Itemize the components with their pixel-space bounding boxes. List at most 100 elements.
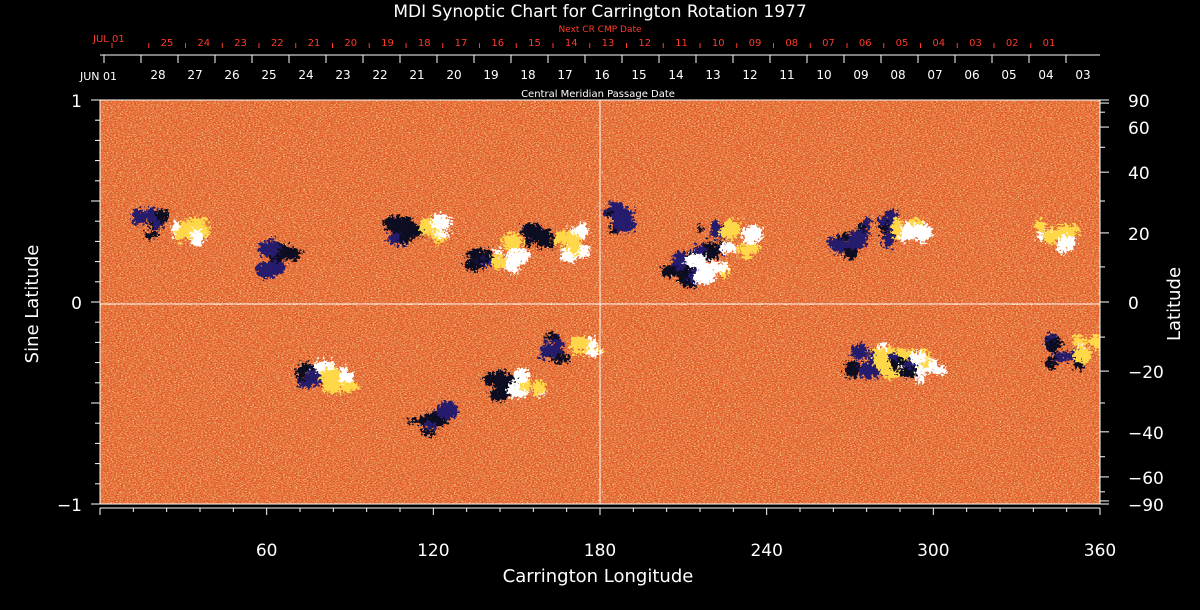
flux-region	[672, 251, 687, 271]
cmp-date-label: 03	[1075, 68, 1090, 82]
flux-region	[863, 215, 871, 231]
next-cr-date-label: 23	[234, 38, 247, 49]
cmp-date-label: 04	[1038, 68, 1053, 82]
flux-region	[493, 247, 503, 256]
flux-region	[1061, 232, 1076, 251]
x-axis: 60 120 180 240 300 360	[99, 508, 1116, 561]
x-tick-label: 60	[256, 541, 278, 561]
flux-region	[696, 225, 704, 232]
flux-region	[710, 221, 722, 240]
flux-region	[321, 377, 343, 394]
flux-region	[131, 209, 149, 226]
flux-region	[397, 216, 415, 235]
flux-region	[177, 220, 193, 239]
next-cr-axis-label: Next CR CMP Date	[558, 25, 642, 35]
next-cr-date-label: 10	[712, 38, 725, 49]
cmp-date-label: 16	[594, 68, 609, 82]
cmp-date-axis-label: Central Meridian Passage Date	[521, 89, 675, 100]
flux-region	[382, 218, 399, 229]
flux-region	[850, 343, 870, 360]
cmp-date-label: 27	[187, 68, 202, 82]
x-tick-label: 360	[1084, 541, 1116, 561]
flux-region	[736, 243, 760, 254]
flux-region	[422, 420, 436, 431]
flux-region	[144, 231, 160, 239]
flux-region	[916, 368, 927, 378]
flux-region	[899, 366, 918, 379]
cmp-date-label: 20	[446, 68, 461, 82]
next-cr-date-label: 25	[161, 38, 174, 49]
y-right-tick-label: −60	[1128, 469, 1164, 489]
cmp-date-label: 23	[335, 68, 350, 82]
y-right-tick-label: −20	[1128, 363, 1164, 383]
x-tick-label: 120	[417, 541, 449, 561]
flux-region	[574, 339, 586, 350]
flux-region	[698, 243, 706, 256]
y-right-tick-label: 60	[1128, 119, 1150, 139]
next-cr-date-label: 20	[344, 38, 357, 49]
flux-region	[280, 247, 302, 261]
flux-region	[612, 216, 636, 233]
flux-region	[339, 365, 347, 384]
y-axis-left-label: Sine Latitude	[22, 245, 43, 364]
flux-region	[482, 372, 503, 387]
cmp-date-label: 07	[927, 68, 942, 82]
cmp-date-label: 28	[150, 68, 165, 82]
y-right-tick-label: 40	[1128, 164, 1150, 184]
flux-region	[1044, 356, 1058, 370]
plot-area	[100, 100, 1100, 504]
x-axis-label: Carrington Longitude	[503, 566, 694, 587]
cmp-date-label: 24	[298, 68, 313, 82]
next-cr-date-label: 14	[565, 38, 578, 49]
cmp-date-label: 21	[409, 68, 424, 82]
next-cr-date-label: 05	[896, 38, 909, 49]
cmp-date-label: 10	[816, 68, 831, 82]
next-cr-date-label: 06	[859, 38, 872, 49]
flux-region	[1096, 341, 1100, 354]
chart-title: MDI Synoptic Chart for Carrington Rotati…	[393, 2, 806, 22]
cmp-month-label: JUN 01	[79, 70, 117, 83]
cmp-date-label: 11	[779, 68, 794, 82]
cmp-date-label: 19	[483, 68, 498, 82]
next-cr-date-label: 08	[785, 38, 798, 49]
next-cr-date-label: 09	[749, 38, 762, 49]
date-axes: 28 27 26 25 24 23 22 21 20 19 18 17 16 15 14 13 12 11 10 09…	[100, 38, 1100, 82]
y-right-tick-label: −90	[1128, 496, 1164, 516]
flux-region	[585, 348, 602, 357]
flux-region	[257, 240, 281, 257]
flux-region	[431, 214, 452, 232]
flux-region	[1060, 224, 1080, 236]
flux-region	[531, 379, 545, 396]
y-right-tick-label: 0	[1128, 294, 1139, 314]
flux-region	[420, 224, 431, 235]
cmp-date-label: 25	[261, 68, 276, 82]
flux-region	[844, 360, 863, 378]
cmp-date-label: 18	[520, 68, 535, 82]
flux-region	[190, 229, 204, 247]
next-cr-date-label: 01	[1043, 38, 1056, 49]
x-tick-label: 240	[750, 541, 782, 561]
flux-region	[909, 352, 929, 363]
flux-region	[890, 356, 900, 373]
flux-region	[746, 224, 763, 237]
flux-region	[827, 240, 850, 249]
flux-region	[336, 381, 360, 392]
flux-region	[692, 272, 716, 285]
y-left-tick-label: 1	[71, 92, 82, 112]
flux-region	[695, 263, 711, 275]
x-tick-label: 180	[584, 541, 616, 561]
flux-region	[476, 253, 483, 268]
y-axis-left: 1 0 −1	[57, 92, 100, 516]
x-tick-label: 300	[917, 541, 949, 561]
flux-region	[491, 254, 507, 270]
flux-region	[877, 217, 887, 226]
flux-region	[296, 366, 305, 382]
flux-region	[436, 401, 459, 420]
y-left-tick-label: 0	[71, 294, 82, 314]
flux-region	[536, 240, 555, 249]
flux-region	[146, 206, 157, 223]
flux-region	[513, 367, 530, 384]
next-cr-date-label: 21	[308, 38, 321, 49]
y-axis-right-label: Latitude	[1164, 267, 1185, 341]
y-right-tick-label: 20	[1128, 225, 1150, 245]
